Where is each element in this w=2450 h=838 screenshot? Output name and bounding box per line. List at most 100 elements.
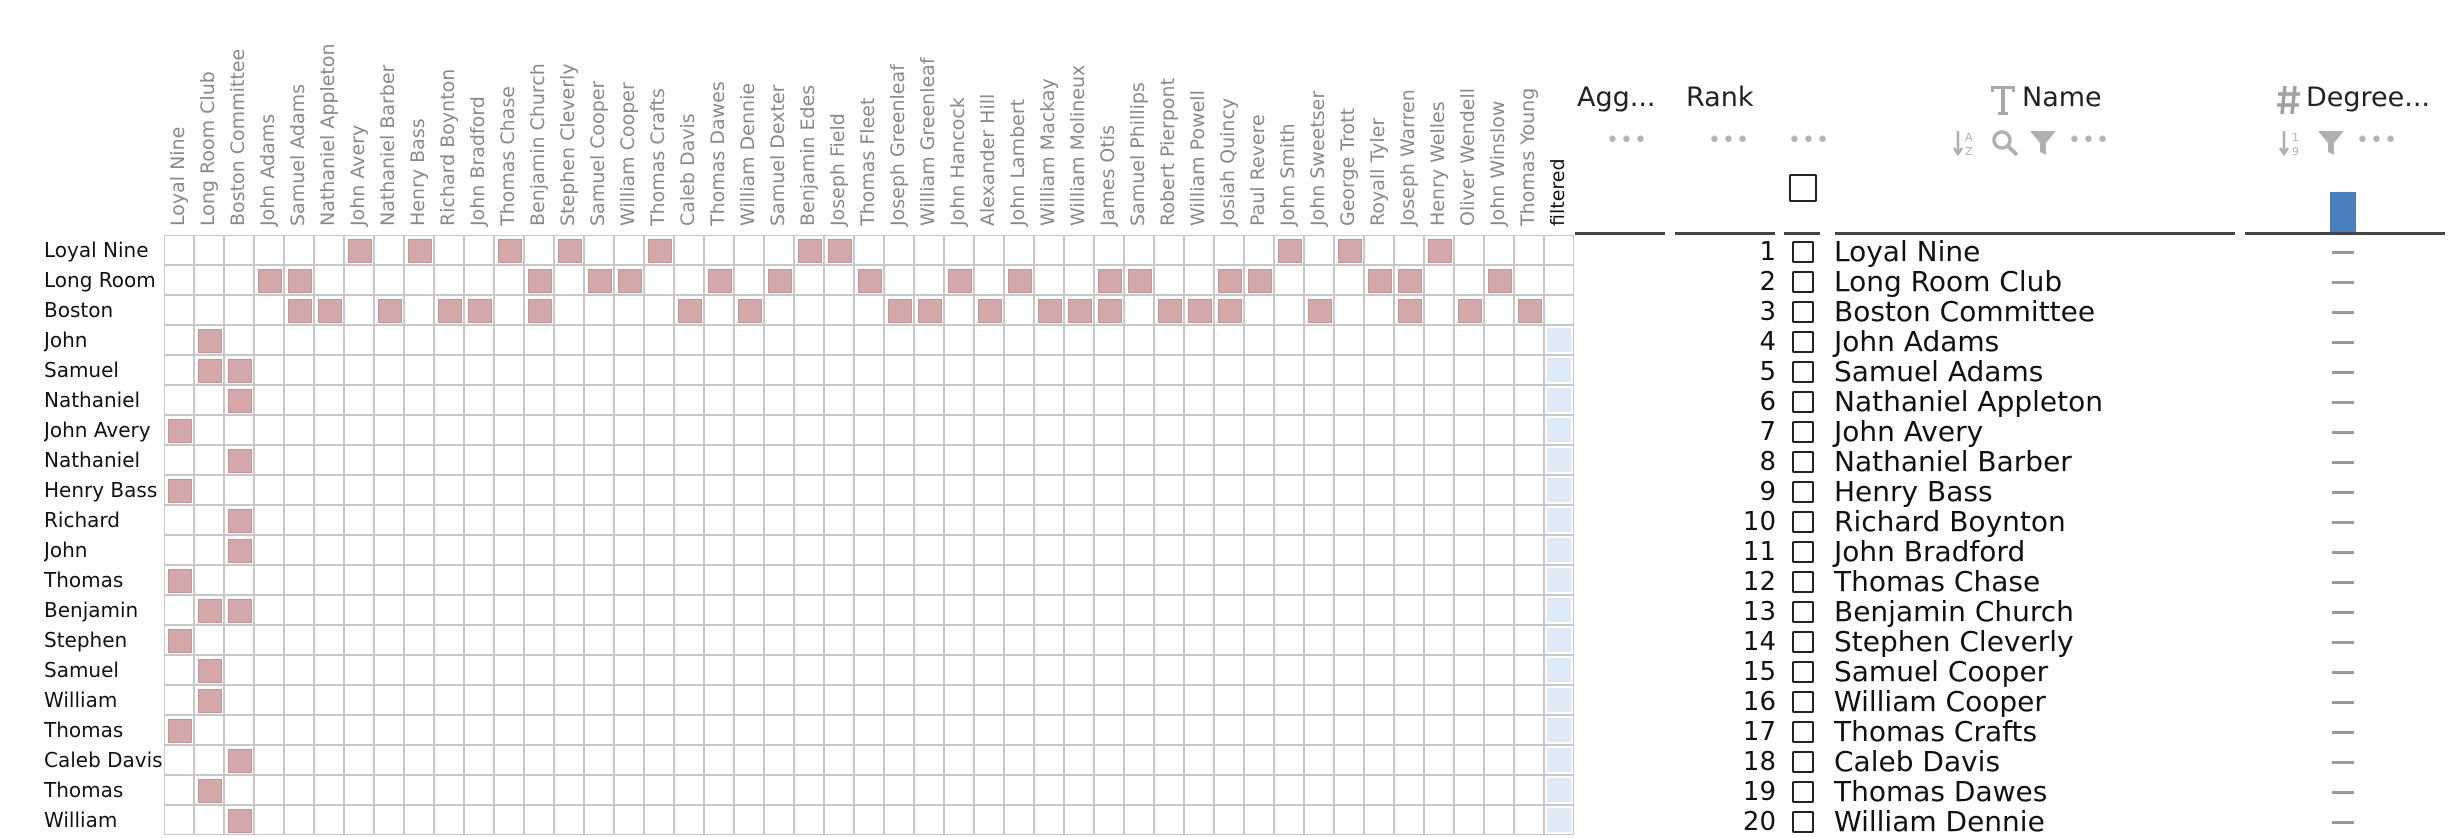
matrix-cell[interactable] [884,625,914,655]
matrix-cell[interactable] [764,685,794,715]
matrix-column-label[interactable]: Joseph Greenleaf [887,64,909,226]
matrix-cell[interactable] [1034,475,1064,505]
matrix-cell[interactable] [914,535,944,565]
matrix-cell[interactable] [1244,265,1274,295]
matrix-cell[interactable] [1334,805,1364,835]
matrix-row-label[interactable]: Richard [44,508,120,532]
matrix-cell[interactable] [1034,685,1064,715]
matrix-cell[interactable] [1214,775,1244,805]
matrix-cell[interactable] [254,355,284,385]
matrix-cell[interactable] [1334,295,1364,325]
matrix-cell[interactable] [974,265,1004,295]
matrix-cell[interactable] [1184,685,1214,715]
matrix-cell[interactable] [644,265,674,295]
matrix-cell[interactable] [1364,445,1394,475]
matrix-cell[interactable] [314,355,344,385]
matrix-cell[interactable] [704,415,734,445]
matrix-cell[interactable] [704,535,734,565]
matrix-cell[interactable] [194,595,224,625]
matrix-cell[interactable] [224,535,254,565]
matrix-cell[interactable] [434,775,464,805]
matrix-cell[interactable] [1334,265,1364,295]
matrix-cell[interactable] [854,235,884,265]
matrix-cell[interactable] [524,685,554,715]
matrix-cell[interactable] [1514,565,1544,595]
matrix-cell[interactable] [314,445,344,475]
matrix-cell[interactable] [764,385,794,415]
matrix-cell[interactable] [1034,385,1064,415]
matrix-cell[interactable] [794,805,824,835]
matrix-cell[interactable] [1514,535,1544,565]
matrix-column-label[interactable]: Samuel Adams [287,83,309,226]
matrix-cell[interactable] [944,805,974,835]
matrix-cell[interactable] [674,355,704,385]
matrix-cell[interactable] [1124,745,1154,775]
matrix-cell[interactable] [1274,325,1304,355]
matrix-cell[interactable] [254,595,284,625]
matrix-cell[interactable] [794,595,824,625]
matrix-cell[interactable] [644,655,674,685]
matrix-cell[interactable] [494,265,524,295]
matrix-cell[interactable] [1274,385,1304,415]
matrix-cell[interactable] [914,715,944,745]
matrix-cell[interactable] [1424,295,1454,325]
matrix-cell[interactable] [1484,595,1514,625]
matrix-cell[interactable] [1424,685,1454,715]
matrix-cell[interactable] [854,775,884,805]
matrix-cell[interactable] [374,805,404,835]
matrix-cell[interactable] [584,715,614,745]
matrix-cell[interactable] [434,475,464,505]
matrix-cell[interactable] [434,265,464,295]
matrix-cell[interactable] [1154,505,1184,535]
matrix-cell[interactable] [704,475,734,505]
matrix-cell[interactable] [854,595,884,625]
matrix-cell[interactable] [344,595,374,625]
row-checkbox[interactable] [1792,601,1814,623]
matrix-cell[interactable] [1304,595,1334,625]
matrix-cell[interactable] [1274,565,1304,595]
matrix-cell[interactable] [344,415,374,445]
matrix-cell[interactable] [1034,745,1064,775]
matrix-cell[interactable] [974,745,1004,775]
matrix-cell[interactable] [1064,805,1094,835]
matrix-cell[interactable] [404,745,434,775]
matrix-cell[interactable] [1034,595,1064,625]
matrix-cell[interactable] [824,295,854,325]
matrix-cell[interactable] [464,325,494,355]
matrix-cell[interactable] [1454,565,1484,595]
matrix-cell[interactable] [1334,445,1364,475]
matrix-cell[interactable] [1034,805,1064,835]
matrix-row-label[interactable]: Loyal Nine [44,238,149,262]
matrix-cell[interactable] [734,235,764,265]
matrix-cell[interactable] [1454,505,1484,535]
matrix-cell[interactable] [1154,595,1184,625]
matrix-cell[interactable] [434,625,464,655]
matrix-cell[interactable] [1514,295,1544,325]
matrix-cell[interactable] [554,595,584,625]
matrix-cell[interactable] [1394,655,1424,685]
matrix-cell[interactable] [314,415,344,445]
matrix-cell[interactable] [1034,445,1064,475]
matrix-cell[interactable] [464,355,494,385]
matrix-cell[interactable] [914,475,944,505]
matrix-cell[interactable] [1364,505,1394,535]
matrix-cell[interactable] [674,415,704,445]
matrix-cell[interactable] [1334,385,1364,415]
matrix-cell[interactable] [614,655,644,685]
matrix-column-label[interactable]: John Hancock [947,97,969,226]
matrix-cell[interactable] [944,325,974,355]
matrix-cell[interactable] [1154,715,1184,745]
row-checkbox[interactable] [1792,391,1814,413]
matrix-cell[interactable] [584,595,614,625]
matrix-cell[interactable] [164,295,194,325]
matrix-cell[interactable] [1484,805,1514,835]
matrix-cell[interactable] [344,295,374,325]
matrix-cell[interactable] [194,625,224,655]
matrix-cell[interactable] [764,535,794,565]
matrix-cell[interactable] [674,685,704,715]
matrix-cell[interactable] [554,325,584,355]
matrix-cell[interactable] [1244,535,1274,565]
matrix-cell[interactable] [1454,325,1484,355]
matrix-cell[interactable] [944,295,974,325]
matrix-cell[interactable] [1034,295,1064,325]
